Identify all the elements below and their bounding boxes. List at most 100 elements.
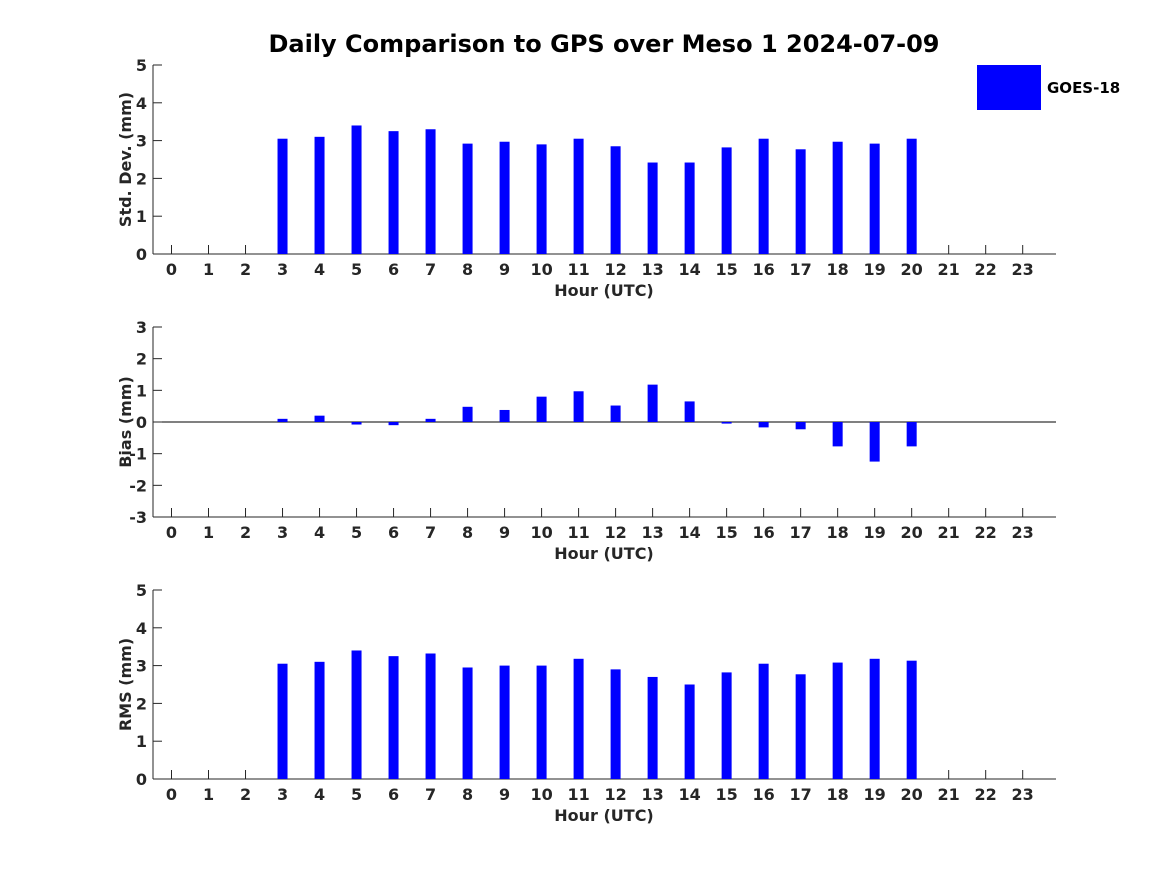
std-dev-x-tick-label: 9	[499, 260, 510, 279]
rms-x-tick-label: 15	[715, 785, 737, 804]
rms-y-tick-label: 0	[136, 770, 147, 789]
bias-x-tick-label: 1	[203, 523, 214, 542]
std-dev-bar-hour-13	[647, 162, 658, 254]
rms-y-tick-label: 5	[136, 581, 147, 600]
rms-x-tick-label: 3	[277, 785, 288, 804]
legend-label: GOES-18	[1047, 79, 1120, 97]
rms-x-tick-label: 10	[530, 785, 552, 804]
bias-y-tick-label: 3	[136, 318, 147, 337]
rms-x-tick-label: 1	[203, 785, 214, 804]
std-dev-x-tick-label: 23	[1012, 260, 1034, 279]
rms-x-tick-label: 11	[567, 785, 589, 804]
bias-x-tick-label: 9	[499, 523, 510, 542]
bias-bar-hour-15	[721, 422, 732, 424]
rms-bar-hour-15	[721, 672, 732, 779]
bias-y-tick-label: -2	[129, 476, 147, 495]
bias-x-tick-label: 3	[277, 523, 288, 542]
std-dev-x-tick-label: 14	[678, 260, 700, 279]
bias-bar-hour-12	[610, 405, 621, 422]
chart-title: Daily Comparison to GPS over Meso 1 2024…	[268, 30, 939, 58]
std-dev-bar-hour-20	[906, 138, 917, 254]
bias-x-tick-label: 5	[351, 523, 362, 542]
bias-bar-hour-18	[832, 422, 843, 447]
rms-x-tick-label: 8	[462, 785, 473, 804]
rms-bar-hour-8	[462, 667, 473, 779]
std-dev-bar-hour-16	[758, 138, 769, 254]
bias-bar-hour-16	[758, 422, 769, 428]
bias-bar-hour-20	[906, 422, 917, 447]
bias-x-tick-label: 18	[827, 523, 849, 542]
bias-x-tick-label: 12	[604, 523, 626, 542]
std-dev-bar-hour-5	[351, 125, 362, 254]
rms-x-tick-label: 20	[901, 785, 923, 804]
rms-x-tick-label: 0	[166, 785, 177, 804]
bias-bar-hour-11	[573, 391, 584, 422]
std-dev-bar-hour-17	[795, 149, 806, 254]
bias-bar-hour-10	[536, 396, 547, 422]
bias-x-tick-label: 4	[314, 523, 325, 542]
std-dev-bar-hour-8	[462, 143, 473, 254]
bias-bar-hour-13	[647, 384, 658, 422]
rms-x-tick-label: 7	[425, 785, 436, 804]
std-dev-x-tick-label: 18	[827, 260, 849, 279]
bias-bar-hour-5	[351, 422, 362, 425]
rms-bar-hour-19	[869, 658, 880, 779]
rms-bar-hour-14	[684, 684, 695, 779]
bias-bar-hour-3	[277, 418, 288, 422]
std-dev-x-tick-label: 20	[901, 260, 923, 279]
bias-bar-hour-19	[869, 422, 880, 462]
bias-x-tick-label: 14	[678, 523, 700, 542]
rms-bar-hour-17	[795, 674, 806, 779]
bias-x-tick-label: 10	[530, 523, 552, 542]
bias-x-tick-label: 22	[975, 523, 997, 542]
std-dev-x-tick-label: 16	[753, 260, 775, 279]
std-dev-x-tick-label: 10	[530, 260, 552, 279]
rms-bar-hour-18	[832, 662, 843, 779]
rms-bar-hour-3	[277, 663, 288, 779]
bias-bar-hour-6	[388, 422, 399, 426]
std-dev-x-tick-label: 1	[203, 260, 214, 279]
rms-x-tick-label: 21	[938, 785, 960, 804]
std-dev-bar-hour-7	[425, 129, 436, 254]
bias-x-tick-label: 23	[1012, 523, 1034, 542]
std-dev-x-tick-label: 17	[790, 260, 812, 279]
bias-y-tick-label: 0	[136, 413, 147, 432]
rms-bar-hour-7	[425, 653, 436, 779]
std-dev-y-tick-label: 1	[136, 207, 147, 226]
std-dev-x-tick-label: 11	[567, 260, 589, 279]
rms-bar-hour-4	[314, 661, 325, 779]
std-dev-x-tick-label: 21	[938, 260, 960, 279]
std-dev-x-tick-label: 7	[425, 260, 436, 279]
rms-x-tick-label: 12	[604, 785, 626, 804]
bias-x-tick-label: 6	[388, 523, 399, 542]
std-dev-bar-hour-14	[684, 162, 695, 254]
bias-x-axis-label: Hour (UTC)	[554, 544, 654, 563]
rms-x-tick-label: 22	[975, 785, 997, 804]
std-dev-bar-hour-3	[277, 138, 288, 254]
std-dev-x-axis-label: Hour (UTC)	[554, 281, 654, 300]
rms-x-tick-label: 19	[864, 785, 886, 804]
rms-bar-hour-20	[906, 660, 917, 779]
bias-bar-hour-14	[684, 401, 695, 422]
rms-x-tick-label: 23	[1012, 785, 1034, 804]
std-dev-x-tick-label: 2	[240, 260, 251, 279]
std-dev-y-tick-label: 5	[136, 56, 147, 75]
rms-bar-hour-13	[647, 676, 658, 779]
rms-bar-hour-5	[351, 650, 362, 779]
rms-y-tick-label: 1	[136, 732, 147, 751]
std-dev-bar-hour-11	[573, 138, 584, 254]
std-dev-bar-hour-6	[388, 131, 399, 254]
std-dev-x-tick-label: 8	[462, 260, 473, 279]
rms-y-tick-label: 3	[136, 657, 147, 676]
std-dev-y-axis-label: Std. Dev. (mm)	[116, 92, 135, 227]
std-dev-bar-hour-12	[610, 146, 621, 254]
rms-x-tick-label: 13	[641, 785, 663, 804]
std-dev-x-tick-label: 5	[351, 260, 362, 279]
bias-x-tick-label: 13	[641, 523, 663, 542]
std-dev-y-tick-label: 4	[136, 94, 147, 113]
bias-x-tick-label: 17	[790, 523, 812, 542]
std-dev-x-tick-label: 6	[388, 260, 399, 279]
std-dev-y-tick-label: 0	[136, 245, 147, 264]
